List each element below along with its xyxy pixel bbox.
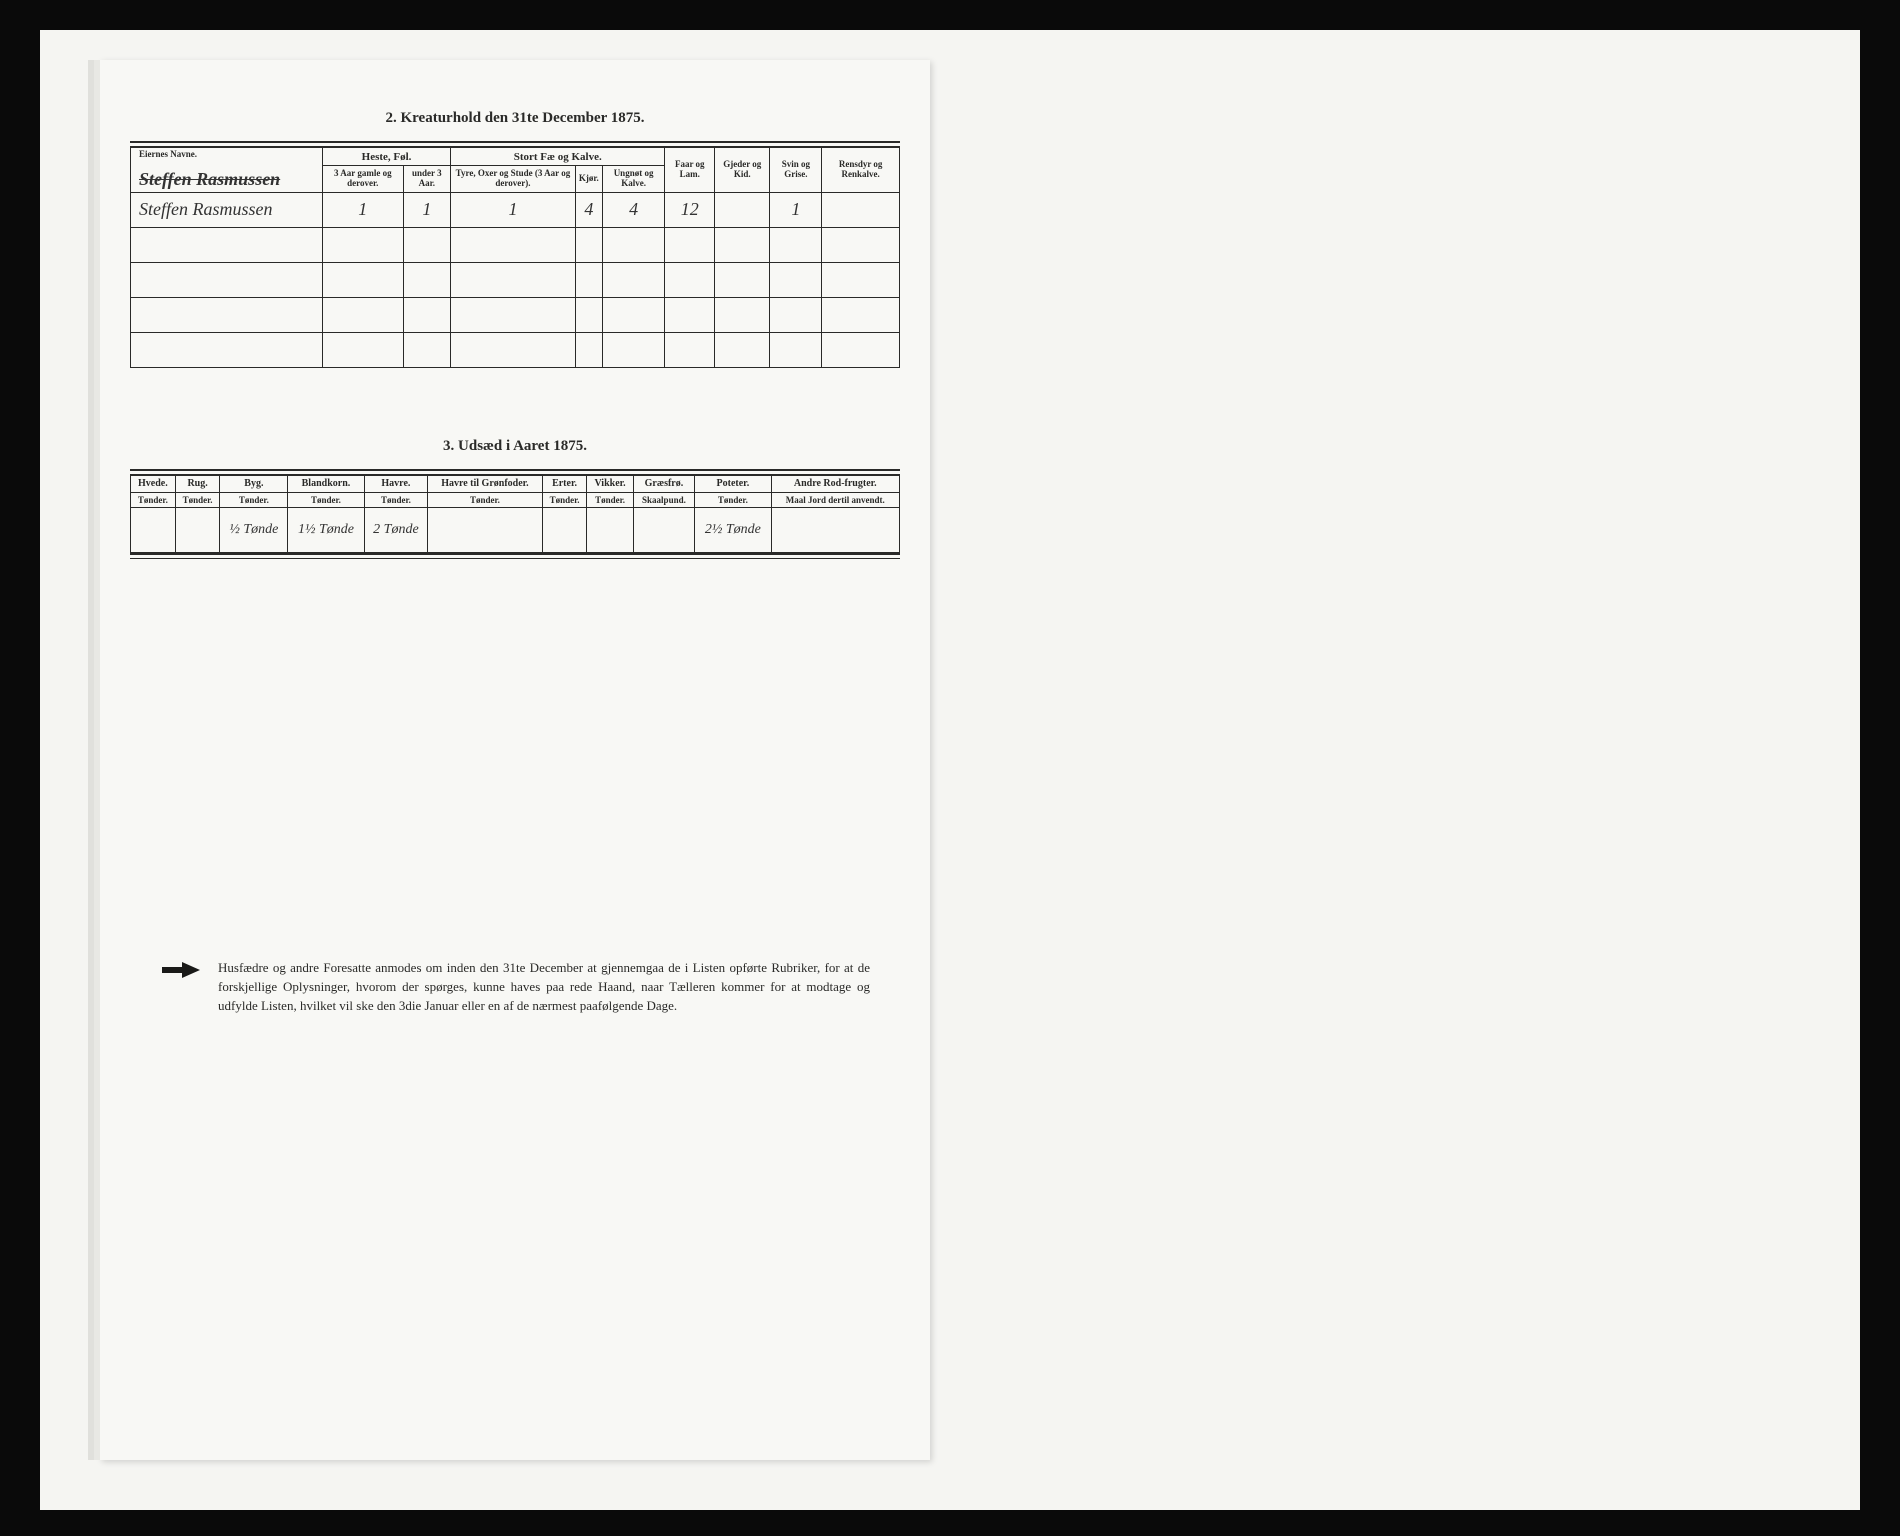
table-row [131, 227, 900, 262]
cell: 2 Tønde [364, 508, 428, 553]
unit: Tønder. [428, 492, 542, 508]
cell [715, 192, 770, 227]
owners-label: Eiernes Navne. [139, 149, 197, 159]
cell: 1 [403, 192, 450, 227]
col-heste-b: under 3 Aar. [403, 166, 450, 192]
rule [130, 553, 900, 559]
section2-title: 2. Kreaturhold den 31te December 1875. [130, 110, 900, 127]
cell: 4 [575, 192, 602, 227]
cell [542, 508, 587, 553]
cell: 1½ Tønde [288, 508, 364, 553]
unit: Tønder. [175, 492, 220, 508]
footer-note: Husfædre og andre Foresatte anmodes om i… [130, 959, 900, 1016]
unit: Tønder. [220, 492, 288, 508]
livestock-table: Eiernes Navne. Steffen Rasmussen Heste, … [130, 147, 900, 368]
cell [428, 508, 542, 553]
col-havregr: Havre til Grønfoder. [428, 475, 542, 492]
cell [131, 508, 176, 553]
scan-background: 2. Kreaturhold den 31te December 1875. E… [40, 30, 1860, 1510]
col-byg: Byg. [220, 475, 288, 492]
unit: Maal Jord dertil anvendt. [771, 492, 899, 508]
col-andre: Andre Rod-frugter. [771, 475, 899, 492]
table-row: ½ Tønde 1½ Tønde 2 Tønde 2½ Tønde [131, 508, 900, 553]
col-stor-b: Kjør. [575, 166, 602, 192]
cell [587, 508, 633, 553]
unit: Tønder. [131, 492, 176, 508]
cell: 2½ Tønde [695, 508, 771, 553]
col-graesfro: Græsfrø. [633, 475, 695, 492]
owner-crossed: Steffen Rasmussen [139, 169, 280, 189]
section3-title: 3. Udsæd i Aaret 1875. [130, 438, 900, 455]
unit: Tønder. [364, 492, 428, 508]
col-stor-c: Ungnøt og Kalve. [602, 166, 665, 192]
cell [771, 508, 899, 553]
col-gjeder: Gjeder og Kid. [715, 148, 770, 193]
col-bland: Blandkorn. [288, 475, 364, 492]
col-faar: Faar og Lam. [665, 148, 715, 193]
col-heste-a: 3 Aar gamle og derover. [323, 166, 404, 192]
col-group-heste: Heste, Føl. [323, 148, 451, 166]
cell: 1 [451, 192, 576, 227]
table-row [131, 297, 900, 332]
col-vikker: Vikker. [587, 475, 633, 492]
pointing-hand-icon [160, 959, 204, 1016]
table-row: Steffen Rasmussen 1 1 1 4 4 12 1 [131, 192, 900, 227]
cell [175, 508, 220, 553]
cell [633, 508, 695, 553]
unit: Tønder. [288, 492, 364, 508]
census-form-page: 2. Kreaturhold den 31te December 1875. E… [100, 60, 930, 1460]
cell [822, 192, 900, 227]
col-rensdyr: Rensdyr og Renkalve. [822, 148, 900, 193]
unit: Tønder. [695, 492, 771, 508]
col-rug: Rug. [175, 475, 220, 492]
seed-table: Hvede. Rug. Byg. Blandkorn. Havre. Havre… [130, 475, 900, 554]
footer-text: Husfædre og andre Foresatte anmodes om i… [218, 959, 870, 1016]
unit: Tønder. [587, 492, 633, 508]
unit: Skaalpund. [633, 492, 695, 508]
col-stor-a: Tyre, Oxer og Stude (3 Aar og derover). [451, 166, 576, 192]
table-row [131, 332, 900, 367]
col-erter: Erter. [542, 475, 587, 492]
cell: 12 [665, 192, 715, 227]
col-poteter: Poteter. [695, 475, 771, 492]
col-group-storfae: Stort Fæ og Kalve. [451, 148, 665, 166]
entry-name: Steffen Rasmussen [131, 192, 323, 227]
col-svin: Svin og Grise. [770, 148, 822, 193]
cell: 4 [602, 192, 665, 227]
cell: 1 [770, 192, 822, 227]
table-row [131, 262, 900, 297]
col-havre: Havre. [364, 475, 428, 492]
unit: Tønder. [542, 492, 587, 508]
cell: 1 [323, 192, 404, 227]
col-hvede: Hvede. [131, 475, 176, 492]
cell: ½ Tønde [220, 508, 288, 553]
